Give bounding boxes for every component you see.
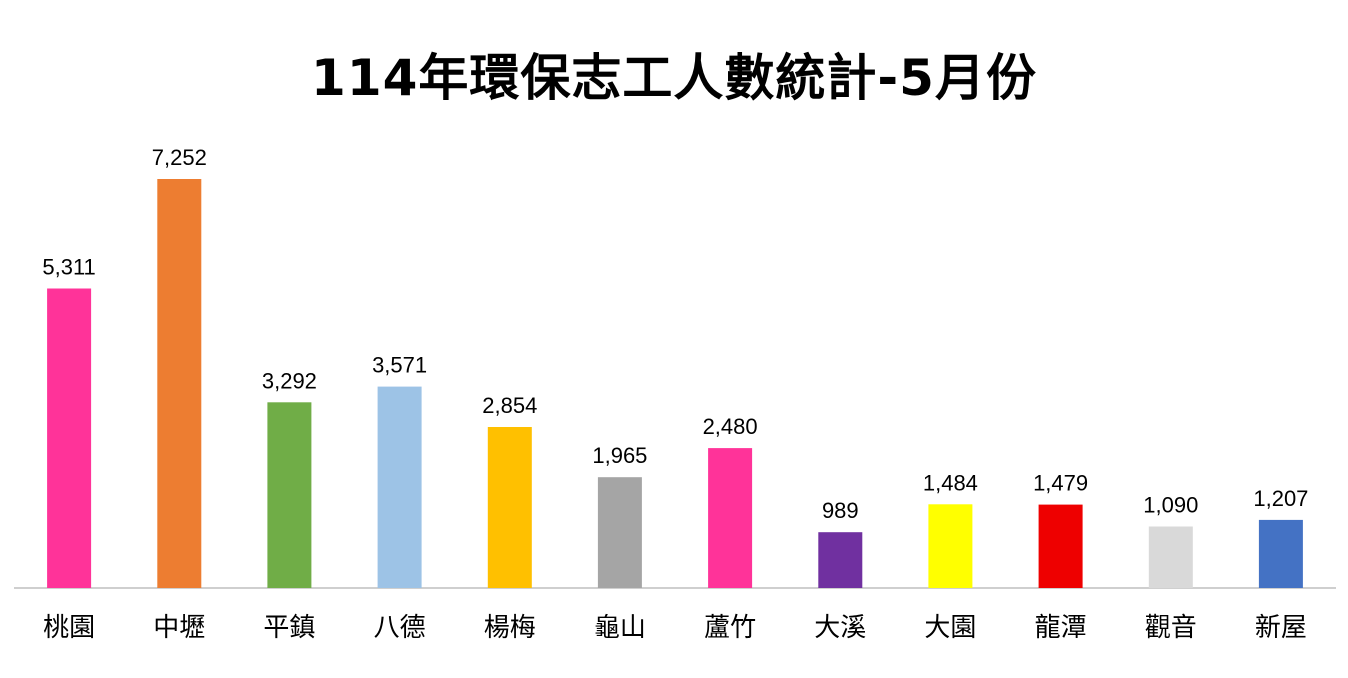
category-label-8: 大溪 (814, 613, 866, 643)
value-label-12: 1,207 (1253, 486, 1308, 511)
bar-11 (1148, 526, 1193, 588)
value-label-4: 3,571 (372, 353, 427, 378)
bar-5 (487, 427, 532, 588)
category-label-4: 八德 (374, 613, 426, 643)
value-label-9: 1,484 (923, 470, 978, 495)
bar-1 (47, 288, 92, 588)
bar-8 (818, 532, 863, 588)
value-label-11: 1,090 (1143, 493, 1198, 518)
value-label-3: 3,292 (262, 368, 317, 393)
bar-3 (267, 402, 312, 588)
category-label-1: 桃園 (43, 613, 95, 643)
bar-4 (377, 386, 422, 588)
value-label-5: 2,854 (482, 393, 537, 418)
value-label-7: 2,480 (703, 414, 758, 439)
chart-title: 114年環保志工人數統計-5月份 (311, 49, 1037, 107)
category-label-6: 龜山 (594, 613, 646, 643)
bar-6 (597, 477, 642, 588)
category-label-3: 平鎮 (263, 613, 315, 643)
category-label-2: 中壢 (153, 613, 205, 643)
value-labels-group: 5,311 7,252 3,292 3,571 2,854 1,965 2,480 989 1,… (42, 145, 1308, 523)
value-label-1: 5,311 (42, 255, 95, 280)
category-label-7: 蘆竹 (704, 613, 756, 643)
bar-12 (1258, 519, 1303, 588)
category-label-11: 觀音 (1145, 613, 1197, 643)
category-label-12: 新屋 (1255, 613, 1307, 643)
value-label-6: 1,965 (592, 443, 647, 468)
bars-group (47, 179, 1303, 588)
category-label-5: 楊梅 (484, 613, 536, 643)
bar-7 (708, 448, 753, 588)
bar-10 (1038, 504, 1083, 588)
category-label-10: 龍潭 (1035, 613, 1087, 643)
value-label-8: 989 (822, 498, 859, 523)
value-label-2: 7,252 (152, 145, 207, 170)
bar-2 (157, 179, 202, 588)
category-labels-group: 桃園 中壢 平鎮 八德 楊梅 龜山 蘆竹 大溪 大園 龍潭 觀音 新屋 (43, 613, 1307, 643)
value-label-10: 1,479 (1033, 471, 1088, 496)
category-label-9: 大園 (924, 613, 976, 643)
bar-9 (928, 504, 973, 588)
